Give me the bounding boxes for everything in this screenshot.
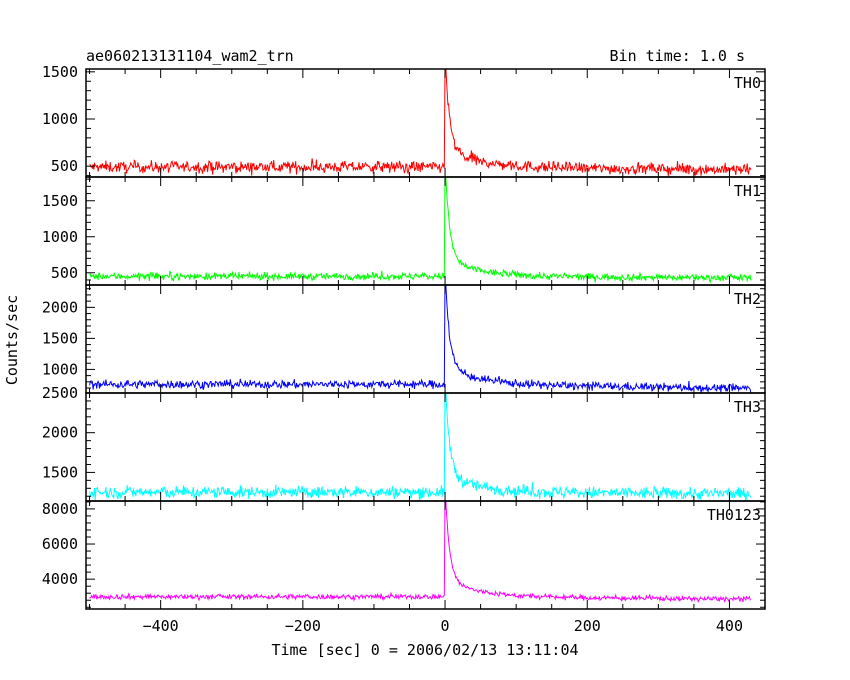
series-th0123-line	[89, 501, 752, 604]
x-tick-label: 400	[716, 617, 743, 635]
panel-label-th0: TH0	[734, 74, 761, 92]
y-tick-label: 1500	[42, 63, 78, 81]
y-tick-label: 4000	[42, 570, 78, 588]
y-tick-label: 1000	[42, 228, 78, 246]
y-tick-label: 500	[51, 157, 78, 175]
panel-label-th0123: TH0123	[707, 506, 761, 524]
panel-th2: 1000 1500 2000 TH2	[42, 284, 766, 394]
panel-th1: 500 1000 1500 TH1	[42, 176, 766, 286]
panel-th0: 500 1000 1500 TH0	[42, 63, 766, 178]
panel-frame	[85, 176, 766, 286]
y-tick-label: 6000	[42, 535, 78, 553]
panel-frame	[85, 500, 766, 610]
panel-frame	[85, 284, 766, 394]
y-tick-label: 1500	[42, 463, 78, 481]
panel-th0123: 4000 6000 8000 TH0123	[42, 500, 766, 610]
x-tick-label: 200	[574, 617, 601, 635]
y-tick-label: 8000	[42, 500, 78, 518]
x-tick-label: 0	[441, 617, 450, 635]
y-tick-label: 2000	[42, 298, 78, 316]
y-tick-label: 1500	[42, 192, 78, 210]
panel-label-th3: TH3	[734, 398, 761, 416]
x-axis-label: Time [sec] 0 = 2006/02/13 13:11:04	[271, 641, 578, 659]
chart-title: ae060213131104_wam2_trn	[86, 47, 294, 65]
x-tick-label: −400	[143, 617, 179, 635]
panel-label-th2: TH2	[734, 290, 761, 308]
y-tick-label: 1000	[42, 360, 78, 378]
panel-frame	[85, 68, 766, 178]
bin-time-label: Bin time: 1.0 s	[610, 47, 745, 65]
y-tick-label: 2500	[42, 384, 78, 402]
x-tick-label: −200	[285, 617, 321, 635]
y-tick-label: 1000	[42, 110, 78, 128]
panels-group: 50010001500TH050010001500TH1100015002000…	[42, 63, 766, 635]
series-th1-line	[89, 177, 752, 284]
y-axis-label: Counts/sec	[3, 295, 21, 385]
panel-label-th1: TH1	[734, 182, 761, 200]
y-tick-label: 1500	[42, 329, 78, 347]
y-tick-label: 500	[51, 264, 78, 282]
panel-th3: 1500 2000 2500 TH3	[42, 384, 766, 502]
series-th2-line	[89, 285, 752, 393]
y-tick-label: 2000	[42, 424, 78, 442]
series-th3-line	[89, 393, 752, 501]
series-th0-line	[89, 69, 752, 177]
panel-frame	[85, 392, 766, 502]
